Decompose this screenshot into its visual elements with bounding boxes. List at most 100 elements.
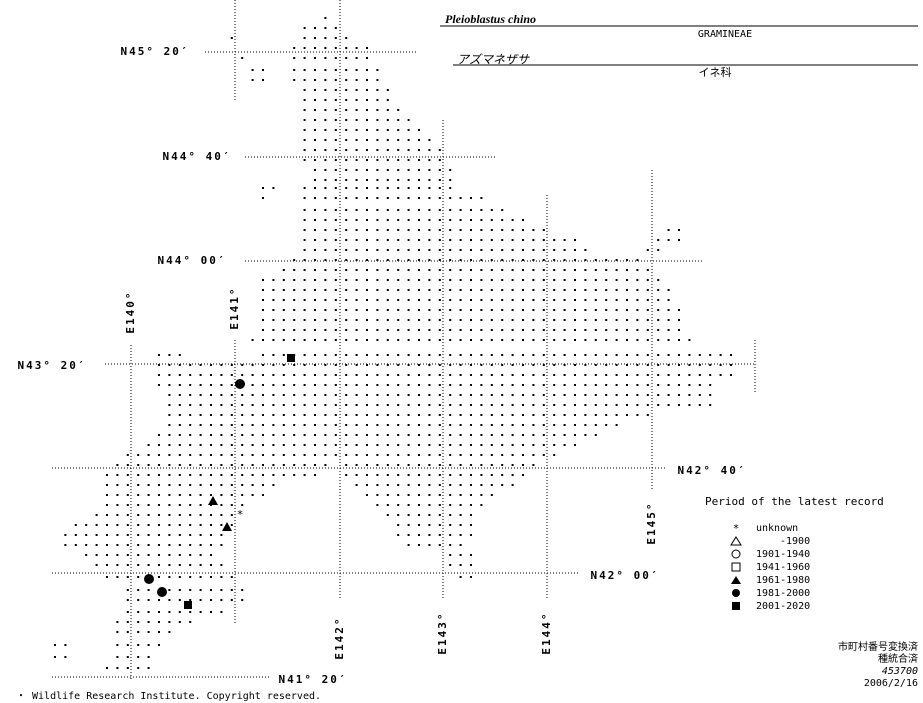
legend-symbol: [732, 589, 740, 597]
legend-symbol: [730, 536, 742, 546]
dot: [449, 434, 452, 436]
dot: [459, 504, 462, 506]
dot: [428, 544, 431, 546]
dot: [345, 259, 348, 261]
dot: [303, 47, 306, 49]
dot: [470, 494, 472, 496]
dot: [532, 229, 535, 231]
dot: [355, 309, 358, 311]
dot: [282, 474, 285, 476]
dot: [626, 404, 628, 406]
dot: [189, 514, 192, 516]
dot: [574, 404, 576, 406]
dot: [657, 404, 660, 406]
dot: [459, 474, 462, 476]
dot: [418, 299, 420, 301]
dot: [449, 504, 452, 506]
dot: [324, 464, 327, 466]
dot: [293, 259, 296, 261]
dot: [615, 354, 618, 356]
dot: [407, 129, 410, 131]
dot: [241, 364, 244, 366]
dot: [449, 444, 452, 446]
dot: [303, 27, 306, 29]
dot: [615, 259, 618, 261]
dot: [594, 364, 597, 366]
dot: [303, 329, 306, 331]
dot: [147, 484, 150, 486]
dot: [470, 269, 472, 271]
dot: [376, 249, 379, 251]
dot: [574, 329, 576, 331]
dot: [314, 364, 316, 366]
dot: [282, 384, 285, 386]
dot: [698, 364, 701, 366]
dot: [438, 414, 441, 416]
dot: [459, 464, 462, 466]
dot: [470, 464, 472, 466]
dot: [282, 329, 285, 331]
dot: [553, 384, 556, 386]
dot: [480, 454, 483, 456]
dot: [376, 384, 379, 386]
dot: [366, 414, 368, 416]
dot: [376, 504, 379, 506]
dot: [355, 197, 358, 199]
dot: [605, 279, 608, 281]
dot: [553, 259, 556, 261]
dot: [574, 424, 576, 426]
legend-label: 1941-1960: [756, 562, 810, 573]
dot: [636, 299, 639, 301]
dot: [719, 364, 722, 366]
dot: [511, 309, 514, 311]
dot: [501, 269, 504, 271]
dot: [241, 404, 244, 406]
dot: [366, 169, 368, 171]
dot: [428, 414, 431, 416]
dot: [397, 514, 400, 516]
dot: [366, 494, 368, 496]
dot: [418, 159, 420, 161]
dot: [314, 159, 316, 161]
dot: [459, 554, 462, 556]
dot: [386, 209, 389, 211]
dot: [386, 339, 389, 341]
dot: [366, 474, 368, 476]
dot: [189, 534, 192, 536]
dot: [438, 364, 441, 366]
dot: [116, 564, 119, 566]
dot: [366, 404, 368, 406]
dot: [282, 289, 285, 291]
dot: [438, 219, 441, 221]
dot: [438, 149, 441, 151]
dot: [438, 197, 441, 199]
dot: [355, 414, 358, 416]
dot: [511, 249, 514, 251]
dot: [522, 309, 524, 311]
dot: [615, 279, 618, 281]
dot: [178, 494, 181, 496]
longitude-label: E143°: [436, 611, 449, 654]
dot: [605, 424, 608, 426]
dot: [407, 159, 410, 161]
dot: [230, 404, 233, 406]
dot: [407, 197, 410, 199]
dot: [376, 329, 379, 331]
dot: [376, 444, 379, 446]
dot: [230, 589, 233, 591]
dot: [532, 444, 535, 446]
dot: [615, 404, 618, 406]
dot: [314, 464, 316, 466]
dot: [438, 374, 441, 376]
dot: [678, 339, 680, 341]
dot: [438, 329, 441, 331]
dot: [563, 394, 566, 396]
dot: [334, 109, 337, 111]
dot: [490, 259, 493, 261]
dot: [418, 197, 420, 199]
dot: [262, 69, 264, 71]
dot: [397, 259, 400, 261]
dot: [334, 329, 337, 331]
dot: [584, 424, 587, 426]
dot: [210, 599, 212, 601]
